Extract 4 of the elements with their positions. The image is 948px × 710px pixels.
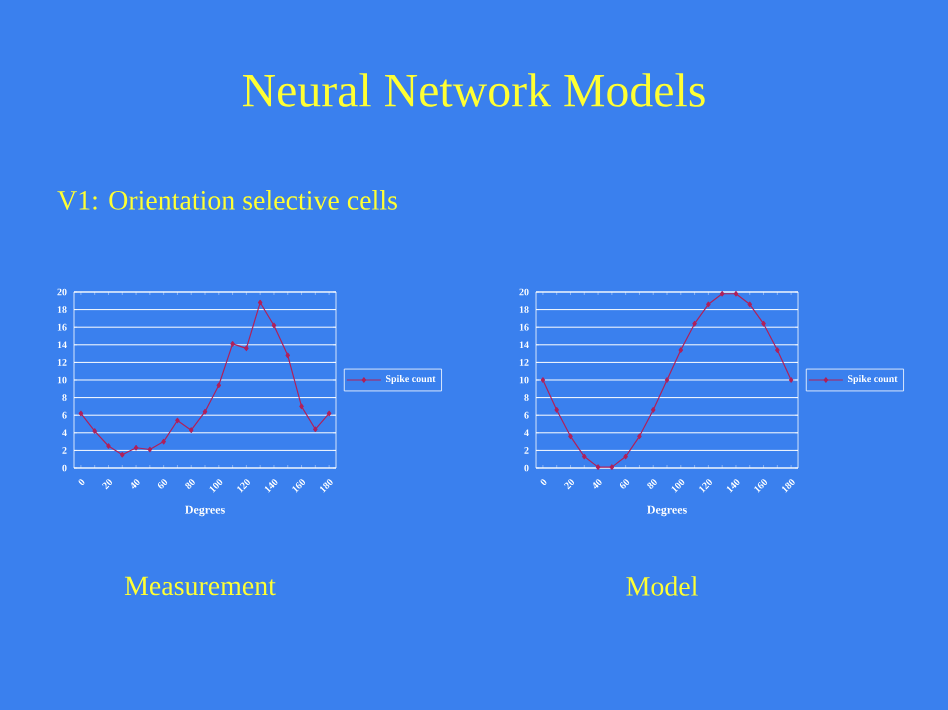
text: Measurement — [124, 576, 276, 596]
text: Neural Network Models — [242, 73, 705, 107]
chart-subtitle: V1: Orientation selective cells — [57, 190, 397, 210]
text: Model — [626, 576, 698, 596]
